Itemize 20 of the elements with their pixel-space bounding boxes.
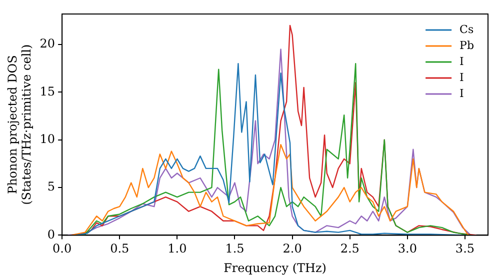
y-tick-label: 10: [40, 132, 56, 146]
x-tick-label: 0.5: [110, 242, 130, 256]
legend-label: I: [460, 70, 464, 84]
x-tick-label: 2.5: [340, 242, 360, 256]
x-tick-label: 3.0: [398, 242, 417, 256]
x-tick-label: 1.0: [168, 242, 187, 256]
legend-label: I: [460, 86, 464, 100]
legend-label: I: [460, 54, 464, 68]
y-axis-title: Phonon projected DOS (States/THz·primitive cell): [5, 44, 34, 205]
y-tick-label: 20: [40, 36, 56, 51]
legend-label: Pb: [460, 38, 474, 52]
y-tick-label: 0: [47, 227, 56, 242]
y-tick-label: 5: [47, 180, 56, 194]
x-axis-title: Frequency (THz): [224, 260, 326, 275]
x-tick-label: 2.0: [282, 242, 302, 256]
legend-label: Cs: [460, 22, 474, 36]
y-tick-label: 15: [40, 84, 56, 98]
x-tick-label: 3.5: [455, 242, 475, 256]
x-tick-label: 1.5: [225, 242, 244, 256]
x-tick-label: 0.0: [52, 242, 72, 256]
